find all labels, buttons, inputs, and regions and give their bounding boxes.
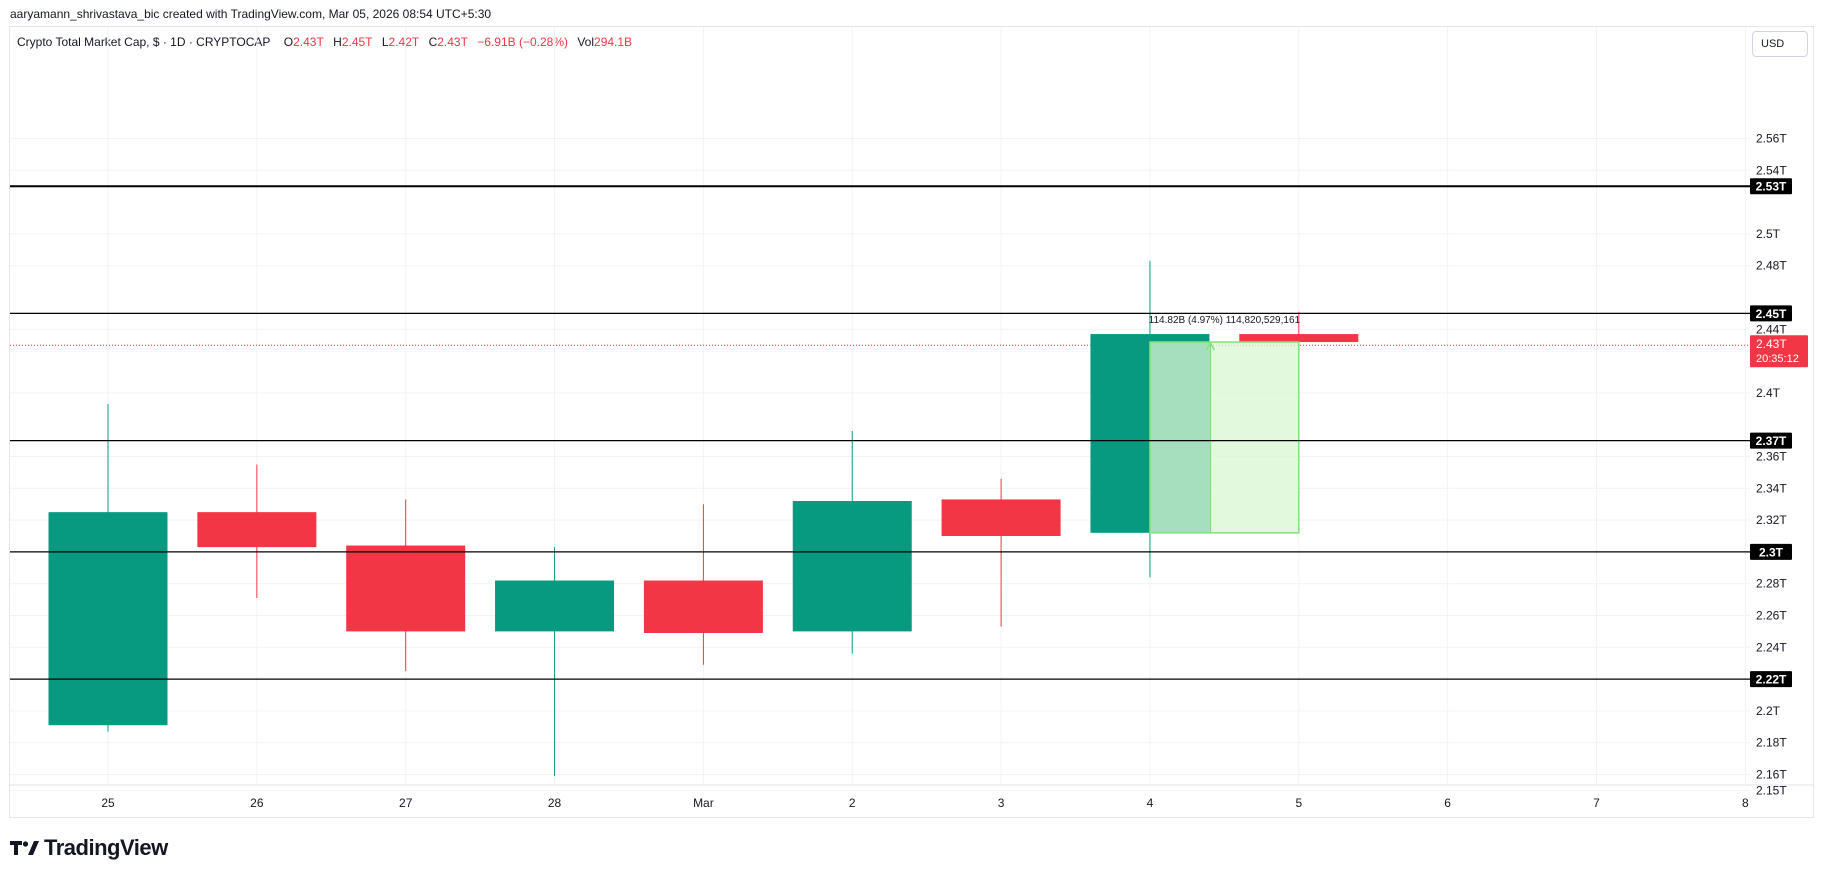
horizontal-level-badge (1750, 178, 1792, 195)
time-axis-tick-label: 26 (250, 796, 264, 810)
open-value: 2.43T (293, 35, 324, 49)
created-by-line: aaryamann_shrivastava_bic created with T… (10, 7, 492, 21)
price-axis-tick-label: 2.32T (1756, 513, 1787, 527)
tradingview-logo-icon (10, 841, 39, 855)
horizontal-level-badge-label: 2.22T (1756, 673, 1787, 687)
price-axis-tick-label: 2.28T (1756, 577, 1787, 591)
symbol-title[interactable]: Crypto Total Market Cap, $ · 1D · CRYPTO… (17, 35, 271, 49)
price-axis-tick-label: 2.44T (1756, 322, 1787, 336)
price-axis-tick-label: 2.24T (1756, 640, 1787, 654)
horizontal-level-badge-label: 2.53T (1756, 180, 1787, 194)
price-axis-tick-label: 2.5T (1756, 227, 1781, 241)
candle-body (346, 545, 466, 632)
horizontal-level-badge (1750, 432, 1792, 449)
price-axis-tick-label: 2.56T (1756, 132, 1787, 146)
candle-body (941, 499, 1061, 536)
candle-body (197, 512, 317, 548)
time-axis-tick-label: 2 (849, 796, 856, 810)
high-value: 2.45T (341, 35, 373, 49)
price-axis-tick-label: 2.16T (1756, 768, 1787, 782)
price-range-label: 114.82B (4.97%) 114,820,529,161 (1149, 315, 1301, 326)
volume-label: Vol (577, 35, 595, 49)
horizontal-level-badge (1750, 305, 1792, 322)
time-axis-tick-label: 27 (399, 796, 413, 810)
price-axis-tick-label: 2.2T (1756, 704, 1781, 718)
price-axis-tick-label: 2.18T (1756, 736, 1787, 750)
candle-body (48, 512, 168, 726)
time-axis-tick-label: 7 (1593, 796, 1600, 810)
time-axis-tick-label: 28 (548, 796, 562, 810)
horizontal-level-badge-label: 2.3T (1759, 545, 1784, 559)
volume-value: 294.1B (594, 35, 633, 49)
candle-body (1239, 334, 1359, 343)
horizontal-level-badge-label: 2.45T (1756, 307, 1787, 321)
last-price-badge (1750, 335, 1808, 368)
low-value: 2.42T (388, 35, 420, 49)
time-axis-tick-label: 5 (1295, 796, 1302, 810)
close-value: 2.43T (437, 35, 468, 49)
time-axis-tick-label: Mar (693, 796, 714, 810)
candle-body (495, 580, 615, 632)
price-axis-tick-label: 2.54T (1756, 163, 1787, 177)
close-label: C (428, 35, 438, 49)
price-axis-tick-label: 2.15T (1756, 783, 1787, 797)
symbol-legend: Crypto Total Market Cap, $ · 1D · CRYPTO… (17, 35, 638, 49)
time-axis-tick-label: 6 (1444, 796, 1451, 810)
price-range-arrowhead (1205, 341, 1216, 351)
time-axis-tick-label: 3 (998, 796, 1005, 810)
change-value: −6.91B (−0.28%) (477, 35, 568, 49)
price-axis-tick-label: 2.36T (1756, 450, 1787, 464)
price-axis-tick-label: 2.34T (1756, 481, 1787, 495)
price-range-measure-box (1149, 341, 1300, 534)
time-axis-tick-label: 25 (101, 796, 115, 810)
candle-body (643, 580, 763, 633)
chart-frame (9, 26, 1814, 818)
candle-body (792, 501, 912, 632)
open-label: O (283, 35, 294, 49)
horizontal-level-badge (1750, 543, 1792, 560)
currency-button[interactable]: USD (1752, 31, 1808, 57)
horizontal-level-badge-label: 2.37T (1756, 434, 1787, 448)
last-price-badge-label: 2.43T (1756, 337, 1787, 351)
time-axis-tick-label: 8 (1742, 796, 1749, 810)
time-axis-tick-label: 4 (1147, 796, 1154, 810)
tradingview-brand[interactable]: TradingView (10, 835, 168, 861)
last-price-countdown: 20:35:12 (1756, 353, 1799, 365)
horizontal-level-badge (1750, 671, 1792, 688)
price-axis-tick-label: 2.26T (1756, 609, 1787, 623)
price-axis-tick-label: 2.4T (1756, 386, 1781, 400)
low-label: L (381, 35, 389, 49)
price-axis-tick-label: 2.48T (1756, 259, 1787, 273)
high-label: H (333, 35, 342, 49)
tradingview-wordmark: TradingView (44, 835, 168, 860)
